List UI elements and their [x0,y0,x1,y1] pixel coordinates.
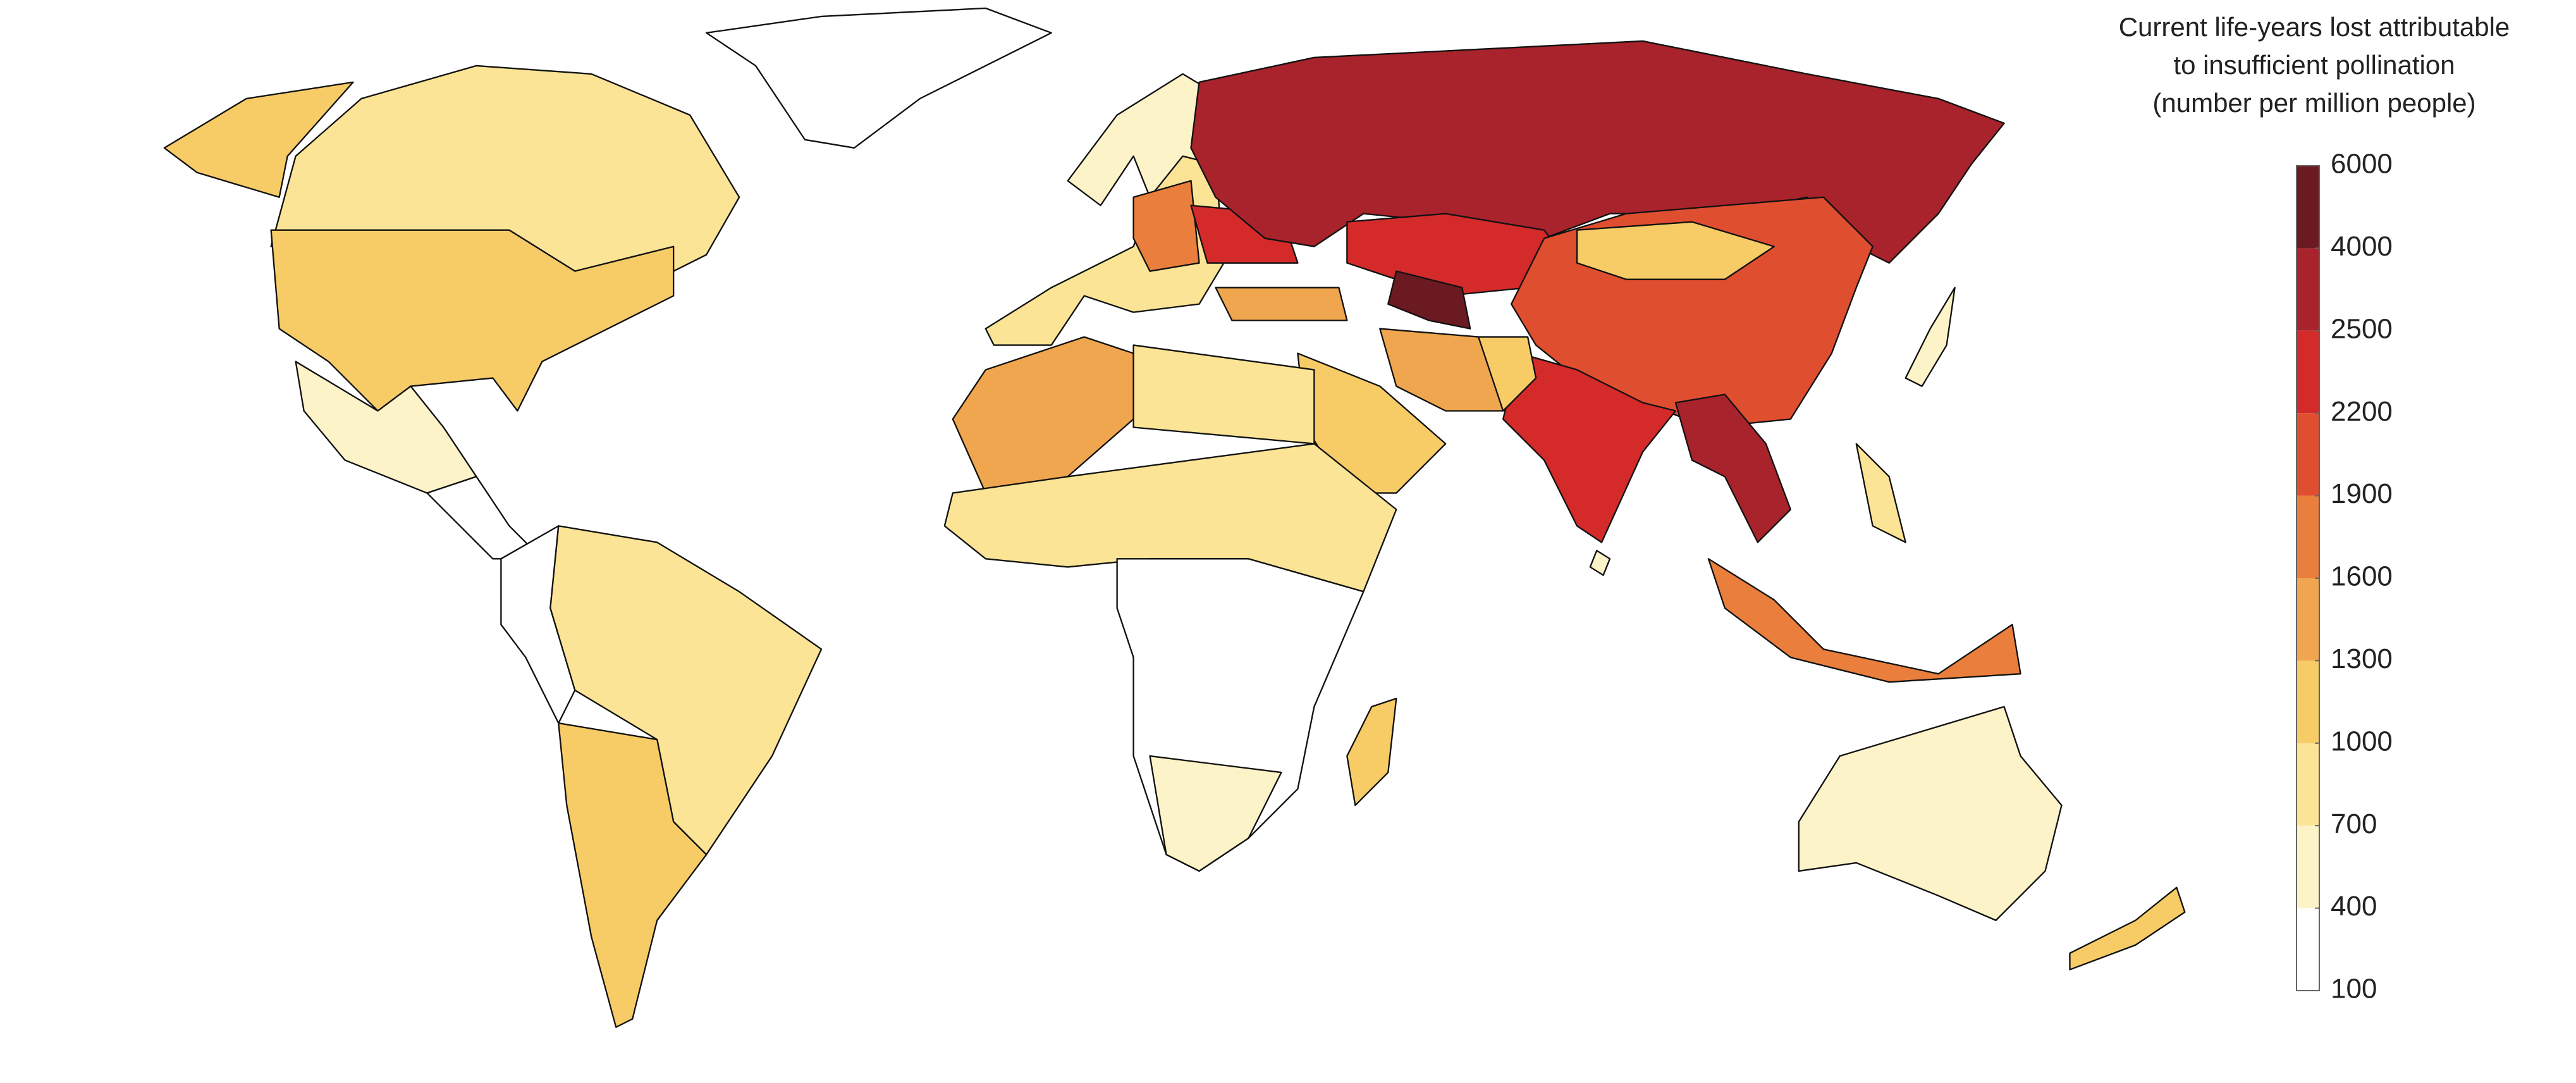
colorbar-segment [2297,330,2319,414]
central-america [426,476,543,560]
tick-label: 6000 [2331,149,2393,180]
tick-label: 400 [2331,891,2377,922]
legend-title: Current life-years lost attributable [2119,12,2510,42]
libya-egypt [1132,344,1315,445]
colorbar-segment [2297,166,2319,249]
japan [1904,287,1956,387]
legend: Current life-years lost attributable to … [2119,12,2510,1005]
argentina-chile [558,722,708,1028]
colorbar-segment [2297,826,2319,908]
tick-label: 2200 [2331,396,2393,427]
madagascar [1346,697,1397,807]
tick-label: 2500 [2331,313,2393,344]
legend-title: to insufficient pollination [2173,50,2455,80]
tick-label: 1600 [2331,561,2393,592]
tick-label: 700 [2331,808,2377,839]
algeria [952,336,1134,494]
colorbar-segment [2297,578,2319,661]
turkey [1215,287,1348,321]
indonesia [1707,558,2021,683]
alaska [163,81,354,198]
eastern-europe [1132,180,1200,272]
greenland [705,7,1052,149]
usa [270,229,675,412]
colorbar-segment [2297,908,2319,991]
colorbar-segment [2297,248,2319,331]
colorbar-segment [2297,495,2319,578]
tick-label: 1900 [2331,478,2393,509]
india [1502,352,1677,543]
tick-label: 1000 [2331,726,2393,757]
colorbar-segment [2297,413,2319,496]
uzbekistan [1387,270,1471,330]
southern-africa [1149,755,1282,872]
myanmar [1674,393,1791,543]
tick-label: 100 [2331,974,2377,1005]
colorbar-segment [2297,660,2319,743]
philippines [1855,443,1906,543]
world-map [163,7,2186,1028]
australia [1798,705,2063,922]
tick-label: 4000 [2331,231,2393,262]
colorbar-segment [2297,743,2319,826]
legend-title: (number per million people) [2152,88,2475,118]
mongolia [1576,221,1776,280]
iran [1379,328,1504,412]
sri-lanka [1589,550,1611,576]
new-zealand [2069,886,2186,970]
tick-label: 1300 [2331,643,2393,674]
